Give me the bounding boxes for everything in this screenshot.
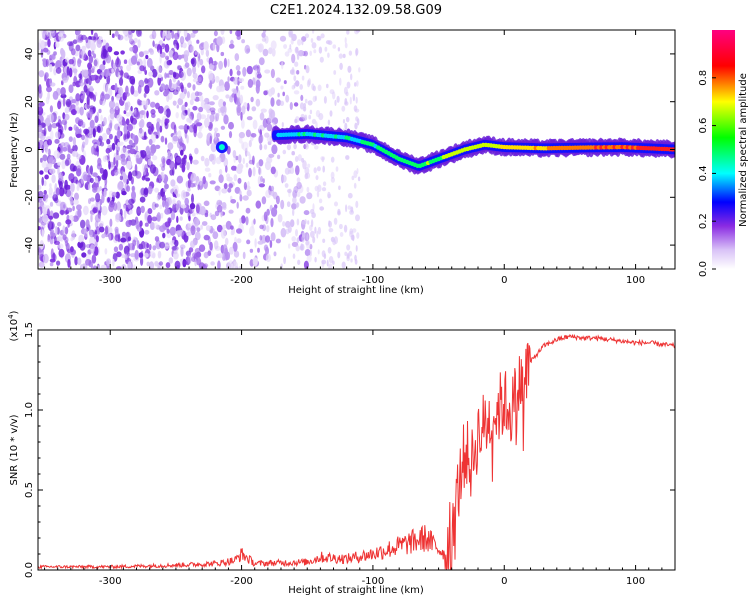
snr-y-tick-label: 0.0 — [24, 562, 35, 578]
snr-y-multiplier-close: ) — [9, 310, 20, 314]
snr-x-tick-label: 100 — [626, 576, 645, 587]
snr-plot-frame — [37, 329, 676, 571]
spectrogram-heatmap — [38, 30, 675, 269]
colorbar-label: Normalized spectral amplitude — [738, 73, 749, 227]
snr-plot: -300 -200 -100 0 100 0.0 0.5 1.0 1.5 Height of … — [7, 310, 676, 596]
x-tick-label: 0 — [501, 275, 507, 286]
colorbar-ticks: 0.0 0.2 0.4 0.6 0.8 — [698, 70, 716, 277]
snr-y-tick-label: 0.5 — [24, 482, 35, 498]
snr-x-tick-label: -100 — [362, 576, 385, 587]
snr-x-tick-label: -200 — [230, 576, 253, 587]
x-tick-label: -100 — [362, 275, 385, 286]
snr-y-axis-label: SNR (10 * v/v) — [9, 414, 20, 485]
colorbar: 0.0 0.2 0.4 0.6 0.8 Normalized spectral ampl… — [698, 30, 749, 277]
snr-y-multiplier: (x104) — [7, 310, 20, 341]
y-tick-label: 0 — [24, 146, 35, 152]
spectral-ridge — [215, 124, 675, 175]
colorbar-gradient — [712, 30, 735, 269]
snr-y-multiplier-base: (x10 — [9, 319, 20, 342]
colorbar-tick-label: 0.6 — [698, 118, 709, 134]
snr-line-area — [38, 333, 675, 570]
snr-x-axis-label: Height of straight line (km) — [288, 585, 424, 596]
y-tick-label: -40 — [24, 237, 35, 253]
snr-series-line — [38, 333, 675, 570]
snr-x-ticks: -300 -200 -100 0 100 — [44, 330, 663, 587]
spectrogram-y-ticks: -40 -20 0 20 40 — [24, 48, 675, 253]
snr-x-tick-label: -300 — [99, 576, 122, 587]
colorbar-tick-label: 0.2 — [698, 213, 709, 229]
x-tick-label: -200 — [230, 275, 253, 286]
spectrogram-x-ticks: -300 -200 -100 0 100 — [44, 30, 663, 286]
noise-speckle — [38, 30, 361, 269]
colorbar-tick-label: 0.4 — [698, 165, 709, 181]
spectrogram-x-axis-label: Height of straight line (km) — [288, 285, 424, 296]
y-tick-label: 40 — [24, 48, 35, 61]
spectrogram-y-axis-label: Frequency (Hz) — [9, 112, 20, 188]
snr-y-multiplier-exp: 4 — [7, 314, 15, 319]
snr-x-tick-label: 0 — [501, 576, 507, 587]
snr-y-tick-label: 1.5 — [24, 322, 35, 338]
y-tick-label: 20 — [24, 95, 35, 108]
snr-y-ticks: 0.0 0.5 1.0 1.5 — [24, 322, 675, 578]
snr-y-tick-label: 1.0 — [24, 402, 35, 418]
chart-title: C2E1.2024.132.09.58.G09 — [270, 3, 442, 18]
y-tick-label: -20 — [24, 189, 35, 205]
x-tick-label: 100 — [626, 275, 645, 286]
x-tick-label: -300 — [99, 275, 122, 286]
colorbar-tick-label: 0.0 — [698, 261, 709, 277]
colorbar-tick-label: 0.8 — [698, 70, 709, 86]
